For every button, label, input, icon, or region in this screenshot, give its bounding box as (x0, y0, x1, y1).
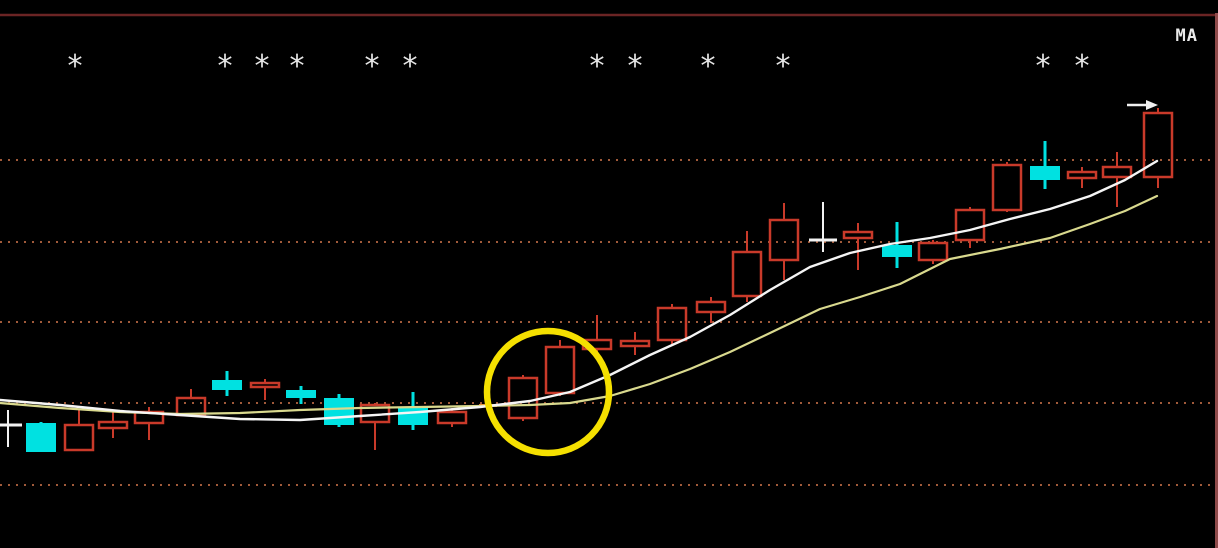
up-candle (507, 376, 539, 420)
up-candle (954, 208, 986, 242)
asterisk-marker: * (776, 49, 791, 84)
right-border-line (1215, 13, 1218, 548)
down-candle (286, 390, 316, 398)
up-candle (63, 423, 95, 452)
asterisk-marker: * (255, 49, 270, 84)
asterisk-marker: * (290, 49, 305, 84)
ma-indicator-label: MA (1175, 26, 1198, 46)
asterisk-marker: * (590, 49, 605, 84)
asterisk-marker: * (701, 49, 716, 84)
up-candle (544, 345, 576, 395)
up-candle (1066, 170, 1098, 180)
ma-yellow-line (0, 194, 1159, 416)
down-candle (1030, 166, 1060, 180)
highlight-circle (483, 327, 613, 457)
up-candle (97, 420, 129, 430)
up-candle (436, 410, 468, 425)
arrow-head-icon (1146, 100, 1158, 110)
down-candle (212, 380, 242, 390)
up-candle (842, 230, 874, 240)
asterisk-marker: * (628, 49, 643, 84)
up-candle (695, 300, 727, 314)
up-candle (731, 250, 763, 298)
down-candle (882, 245, 912, 257)
up-candle (768, 218, 800, 262)
up-candle (175, 396, 207, 417)
asterisk-marker: * (365, 49, 380, 84)
up-candle (656, 306, 688, 342)
up-candle (249, 381, 281, 389)
asterisk-marker: * (1036, 49, 1051, 84)
asterisk-marker: * (1075, 49, 1090, 84)
asterisk-marker: * (403, 49, 418, 84)
ma-white-line (0, 159, 1159, 422)
down-candle (398, 407, 428, 425)
up-candle (991, 163, 1023, 212)
asterisk-marker: * (218, 49, 233, 84)
down-candle (324, 398, 354, 425)
up-candle (1142, 111, 1174, 179)
up-candle (917, 241, 949, 262)
up-candle (619, 339, 651, 348)
up-candle (1101, 165, 1133, 179)
down-candle (26, 423, 56, 452)
asterisk-marker: * (68, 49, 83, 84)
